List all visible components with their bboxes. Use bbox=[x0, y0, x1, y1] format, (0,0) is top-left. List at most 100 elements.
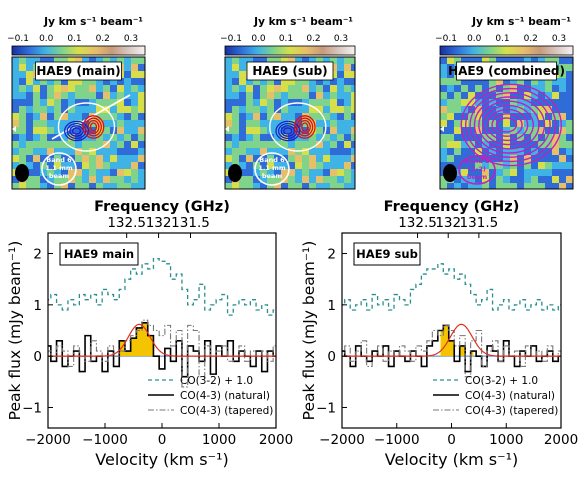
beam-label: beam bbox=[262, 172, 282, 180]
beam-ellipse bbox=[443, 164, 457, 182]
panel-label: HAE9 sub bbox=[356, 247, 418, 261]
beam-label: Band 6 bbox=[259, 156, 285, 164]
top-tick-label: 132 bbox=[435, 215, 461, 231]
edge-marker bbox=[225, 126, 229, 132]
plot-area bbox=[342, 263, 561, 378]
map-panel-main: Jy km s⁻¹ beam⁻¹ −0.1 0.0 0.1 0.2 0.3 HAE9 (ma… bbox=[7, 16, 146, 190]
y-tick-label: 1 bbox=[33, 298, 42, 314]
x-tick-label: −1000 bbox=[82, 432, 128, 448]
beam-label: beam bbox=[49, 172, 69, 180]
top-tick-label: 132.5 bbox=[107, 215, 146, 231]
y-axis-title: Peak flux (mJy beam⁻¹) bbox=[6, 241, 24, 421]
legend-label: CO(4-3) (natural) bbox=[465, 390, 555, 402]
colorbar-tick-label: −0.1 bbox=[435, 34, 457, 44]
series-co32 bbox=[48, 258, 276, 316]
x-tick-label: 0 bbox=[447, 432, 456, 448]
contour-white bbox=[57, 102, 116, 152]
contour-magenta bbox=[460, 83, 562, 167]
edge-marker bbox=[12, 126, 16, 132]
beam-circle bbox=[41, 152, 77, 186]
y-tick-label: 2 bbox=[33, 247, 42, 263]
x-tick-label: 2000 bbox=[259, 432, 293, 448]
contour-magenta bbox=[495, 117, 518, 133]
spectrum-panel-main: −2000 −1000 0 1000 2000 132.5 132 131.5Frequenc… bbox=[6, 199, 293, 469]
gaussian-fit bbox=[342, 323, 561, 357]
colorbar-tick-label: −0.1 bbox=[7, 34, 29, 44]
top-axis-title: Frequency (GHz) bbox=[94, 199, 230, 215]
beam-label: (3-2) bbox=[468, 165, 486, 173]
contour-blue bbox=[280, 125, 296, 137]
colorbar-tick-label: 0.0 bbox=[467, 34, 482, 44]
x-axis-title: Velocity (km s⁻¹) bbox=[95, 450, 228, 469]
map-panel-sub: Jy km s⁻¹ beam⁻¹ −0.1 0.0 0.1 0.2 0.3 HAE9 (su… bbox=[220, 16, 356, 190]
beam-label: 1.1 mm bbox=[45, 164, 73, 172]
contour-magenta bbox=[491, 113, 523, 137]
y-tick-label: 0 bbox=[327, 349, 336, 365]
top-tick-label: 132.5 bbox=[398, 215, 437, 231]
map-title-text: HAE9 (main) bbox=[36, 64, 120, 78]
colorbar-tick-label: 0.3 bbox=[552, 34, 566, 44]
contour-blue bbox=[64, 120, 89, 142]
beam-label: 1.1 mm bbox=[258, 164, 286, 172]
colorbar bbox=[11, 45, 146, 56]
contour-blue bbox=[275, 120, 301, 142]
contour-blue bbox=[277, 122, 298, 140]
colorbar-unit-label: Jy km s⁻¹ beam⁻¹ bbox=[471, 16, 571, 28]
x-tick-label: 2000 bbox=[544, 432, 578, 448]
contour-blue bbox=[66, 122, 87, 140]
legend-label: CO(4-3) (natural) bbox=[180, 390, 270, 402]
beam-label: Band 3 bbox=[464, 157, 489, 165]
contour-magenta bbox=[469, 92, 551, 158]
map-image bbox=[440, 57, 573, 189]
gaussian-fit bbox=[48, 323, 276, 357]
contour-red bbox=[85, 117, 102, 137]
contour-magenta bbox=[473, 96, 546, 154]
map-frame bbox=[11, 56, 146, 190]
colorbar-tick-label: 0.2 bbox=[524, 34, 538, 44]
y-tick-label: −1 bbox=[22, 400, 42, 416]
top-axis-title: Frequency (GHz) bbox=[384, 199, 520, 215]
contour-red bbox=[296, 117, 314, 137]
y-axis-title: Peak flux (mJy beam⁻¹) bbox=[300, 241, 318, 421]
x-tick-label: −2000 bbox=[319, 432, 365, 448]
top-tick-label: 131.5 bbox=[460, 215, 499, 231]
top-tick-label: 131.5 bbox=[171, 215, 210, 231]
contour-blue bbox=[283, 127, 293, 135]
contour-red bbox=[89, 122, 98, 132]
colorbar bbox=[439, 45, 574, 56]
x-tick-label: 1000 bbox=[202, 432, 236, 448]
beam-ellipse bbox=[15, 164, 29, 182]
colorbar-unit-label: Jy km s⁻¹ beam⁻¹ bbox=[253, 16, 353, 28]
x-tick-label: 1000 bbox=[489, 432, 523, 448]
series-co43-natural bbox=[342, 324, 561, 373]
colorbar-tick-label: 0.2 bbox=[306, 34, 320, 44]
colorbar-tick-label: 0.2 bbox=[96, 34, 110, 44]
map-title: HAE9 (sub) bbox=[246, 61, 334, 81]
panel-label: HAE9 main bbox=[64, 247, 134, 261]
contour-red bbox=[87, 119, 100, 135]
contour-magenta bbox=[478, 100, 540, 150]
x-tick-label: −1000 bbox=[374, 432, 420, 448]
colorbar-unit-label: Jy km s⁻¹ beam⁻¹ bbox=[43, 16, 143, 28]
map-frame bbox=[224, 56, 356, 190]
map-title: HAE9 (combined) bbox=[448, 61, 565, 81]
legend-label: CO(3-2) + 1.0 bbox=[180, 375, 253, 387]
map-frame bbox=[439, 56, 574, 190]
x-tick-label: 0 bbox=[158, 432, 167, 448]
map-title: HAE9 (main) bbox=[35, 61, 122, 81]
colorbar-tick-label: 0.3 bbox=[124, 34, 138, 44]
legend-label: CO(4-3) (tapered) bbox=[465, 405, 558, 417]
beam-ellipse bbox=[228, 164, 242, 182]
y-tick-label: −1 bbox=[316, 400, 336, 416]
legend-label: CO(4-3) (tapered) bbox=[180, 405, 273, 417]
contour-red bbox=[301, 122, 309, 132]
beam-label: Band 6 bbox=[46, 156, 72, 164]
colorbar-tick-label: 0.0 bbox=[251, 34, 266, 44]
series-co43-natural bbox=[48, 322, 276, 378]
panel-label-box bbox=[353, 242, 421, 266]
colorbar-tick-label: −0.1 bbox=[220, 34, 242, 44]
contour-white bbox=[269, 102, 327, 152]
x-axis-title: Velocity (km s⁻¹) bbox=[385, 450, 518, 469]
